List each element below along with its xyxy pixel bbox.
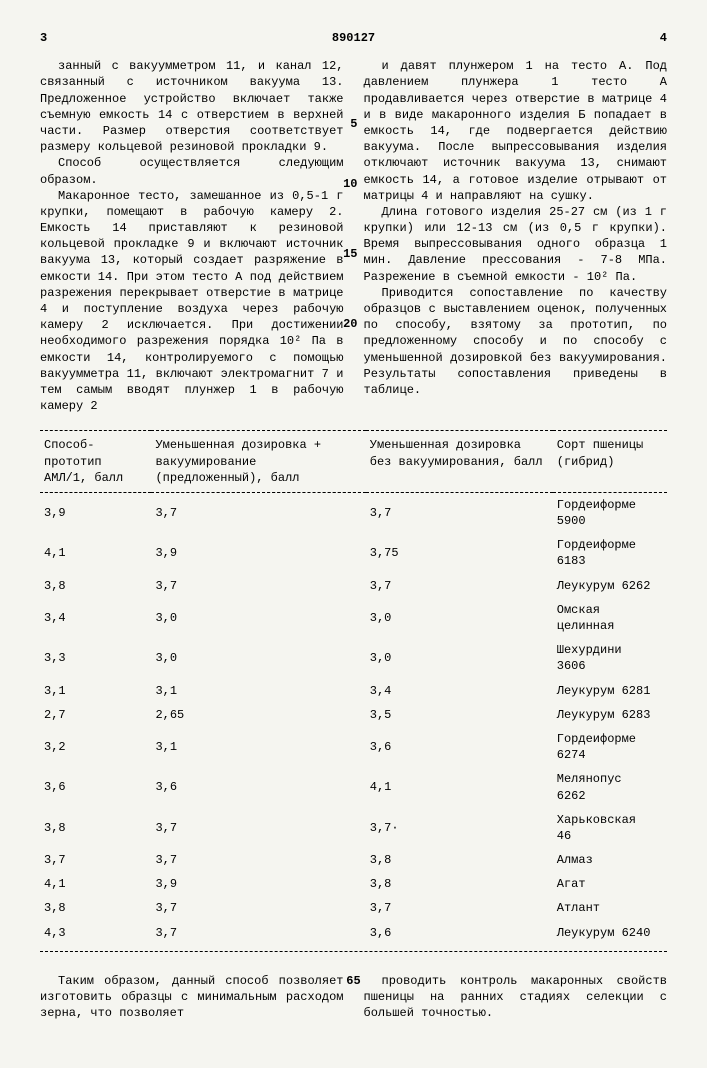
table-cell: 3,2 xyxy=(40,727,151,767)
table-cell: 3,7 xyxy=(366,492,553,533)
table-cell: Мелянопус 6262 xyxy=(553,767,667,807)
table-cell: 3,8 xyxy=(40,574,151,598)
table-row: 3,73,73,8Алмаз xyxy=(40,848,667,872)
table-row: 3,23,13,6Гордеиформе 6274 xyxy=(40,727,667,767)
right-para-1: и давят плунжером 1 на тесто А. Под давл… xyxy=(364,58,668,204)
col-header-1: Уменьшенная дозировка + вакуумирование (… xyxy=(151,431,365,493)
table-row: 3,63,64,1Мелянопус 6262 xyxy=(40,767,667,807)
table-cell: 3,7· xyxy=(366,808,553,848)
table-cell: 3,6 xyxy=(366,727,553,767)
table-cell: 3,0 xyxy=(151,598,365,638)
table-cell: 2,7 xyxy=(40,703,151,727)
table-cell: Алмаз xyxy=(553,848,667,872)
table-row: 3,83,73,7·Харьковская 46 xyxy=(40,808,667,848)
table-row: 3,93,73,7Гордеиформе 5900 xyxy=(40,492,667,533)
table-cell: 3,5 xyxy=(366,703,553,727)
table-row: 3,33,03,0Шехурдини 3606 xyxy=(40,638,667,678)
table-cell: Леукурум 6262 xyxy=(553,574,667,598)
table-row: 3,83,73,7Леукурум 6262 xyxy=(40,574,667,598)
table-cell: 4,1 xyxy=(40,533,151,573)
patent-number: 890127 xyxy=(332,30,375,46)
line-number-15: 15 xyxy=(343,246,357,262)
table-cell: 3,0 xyxy=(366,598,553,638)
table-cell: Леукурум 6283 xyxy=(553,703,667,727)
table-cell: 3,6 xyxy=(40,767,151,807)
table-cell: Гордеиформе 5900 xyxy=(553,492,667,533)
table-cell: Шехурдини 3606 xyxy=(553,638,667,678)
col-header-2: Уменьшенная дозировка без вакуумирования… xyxy=(366,431,553,493)
table-cell: 3,1 xyxy=(40,679,151,703)
table-cell: 3,6 xyxy=(151,767,365,807)
table-row: 4,13,93,8Агат xyxy=(40,872,667,896)
table-cell: 3,7 xyxy=(151,808,365,848)
table-cell: 3,7 xyxy=(151,921,365,945)
table-cell: 3,7 xyxy=(151,574,365,598)
table-cell: 3,6 xyxy=(366,921,553,945)
right-column: и давят плунжером 1 на тесто А. Под давл… xyxy=(364,58,668,414)
table-header-row: Способ-прототип АМЛ/1, балл Уменьшенная … xyxy=(40,431,667,493)
table-cell: 3,8 xyxy=(40,896,151,920)
line-number-5: 5 xyxy=(350,116,357,132)
table-cell: 3,7 xyxy=(151,896,365,920)
table-cell: Гордеиформе 6183 xyxy=(553,533,667,573)
table-cell: 3,75 xyxy=(366,533,553,573)
table-cell: 3,9 xyxy=(151,872,365,896)
table-cell: 3,7 xyxy=(366,574,553,598)
table-cell: 3,4 xyxy=(40,598,151,638)
table-cell: 3,8 xyxy=(40,808,151,848)
table-cell: 3,7 xyxy=(151,492,365,533)
table-row: 4,33,73,6Леукурум 6240 xyxy=(40,921,667,945)
table-cell: 3,8 xyxy=(366,848,553,872)
col-header-0: Способ-прототип АМЛ/1, балл xyxy=(40,431,151,493)
comparison-table: Способ-прототип АМЛ/1, балл Уменьшенная … xyxy=(40,430,667,945)
table-cell: 3,1 xyxy=(151,727,365,767)
table-cell: 4,1 xyxy=(366,767,553,807)
footer-left-text: Таким образом, данный способ позволяет и… xyxy=(40,973,344,1022)
page-num-right: 4 xyxy=(660,30,667,46)
table-cell: Омская целинная xyxy=(553,598,667,638)
left-para-3: Макаронное тесто, замешанное из 0,5-1 г … xyxy=(40,188,344,415)
table-cell: 4,3 xyxy=(40,921,151,945)
line-number-20: 20 xyxy=(343,316,357,332)
footer-right-text: проводить контроль макаронных свойств пш… xyxy=(364,973,668,1022)
footer-left: Таким образом, данный способ позволяет и… xyxy=(40,973,344,1022)
left-column: занный с вакуумметром 11, и канал 12, св… xyxy=(40,58,344,414)
table-cell: Леукурум 6240 xyxy=(553,921,667,945)
table-cell: 3,0 xyxy=(151,638,365,678)
table-cell: 3,9 xyxy=(40,492,151,533)
table-cell: Харьковская 46 xyxy=(553,808,667,848)
table-row: 3,43,03,0Омская целинная xyxy=(40,598,667,638)
table-cell: Гордеиформе 6274 xyxy=(553,727,667,767)
page-num-left: 3 xyxy=(40,30,47,46)
left-para-2: Способ осуществляется следующим образом. xyxy=(40,155,344,187)
table-cell: 3,0 xyxy=(366,638,553,678)
table-cell: 3,4 xyxy=(366,679,553,703)
table-cell: Агат xyxy=(553,872,667,896)
table-row: 4,13,93,75Гордеиформе 6183 xyxy=(40,533,667,573)
table-cell: Атлант xyxy=(553,896,667,920)
col-header-3: Сорт пшеницы (гибрид) xyxy=(553,431,667,493)
table-cell: 3,7 xyxy=(366,896,553,920)
table-row: 3,83,73,7Атлант xyxy=(40,896,667,920)
page-header: 3 890127 4 xyxy=(40,30,667,46)
body-columns: занный с вакуумметром 11, и канал 12, св… xyxy=(40,58,667,414)
table-cell: 3,9 xyxy=(151,533,365,573)
table-row: 3,13,13,4Леукурум 6281 xyxy=(40,679,667,703)
table-cell: 3,7 xyxy=(40,848,151,872)
footer-right: проводить контроль макаронных свойств пш… xyxy=(364,973,668,1022)
left-para-1: занный с вакуумметром 11, и канал 12, св… xyxy=(40,58,344,155)
table-cell: 3,8 xyxy=(366,872,553,896)
right-para-3: Приводится сопоставление по качеству обр… xyxy=(364,285,668,398)
table-cell: 3,3 xyxy=(40,638,151,678)
table-cell: 3,7 xyxy=(151,848,365,872)
table-cell: 4,1 xyxy=(40,872,151,896)
table-cell: 3,1 xyxy=(151,679,365,703)
right-para-2: Длина готового изделия 25-27 см (из 1 г … xyxy=(364,204,668,285)
table-row: 2,72,653,5Леукурум 6283 xyxy=(40,703,667,727)
table-bottom-rule xyxy=(40,951,667,953)
line-number-10: 10 xyxy=(343,176,357,192)
table-cell: 2,65 xyxy=(151,703,365,727)
line-number-65: 65 xyxy=(344,973,364,989)
table-cell: Леукурум 6281 xyxy=(553,679,667,703)
